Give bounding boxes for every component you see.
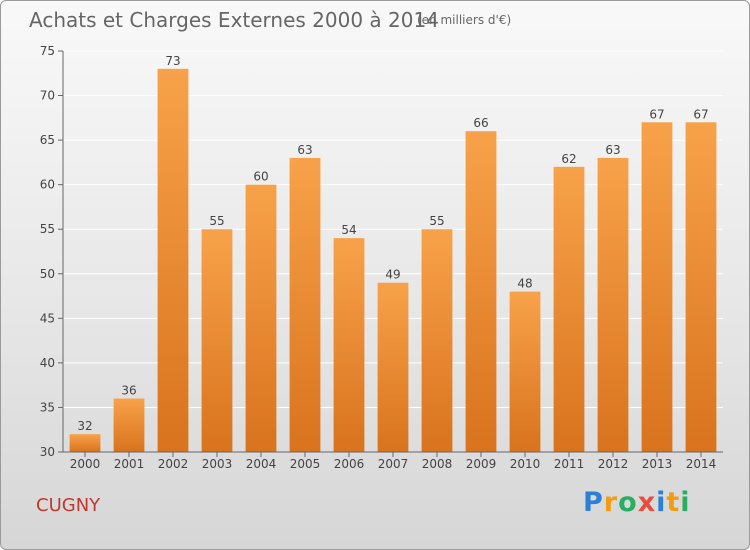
- value-label: 55: [429, 214, 444, 228]
- value-label: 63: [605, 143, 620, 157]
- value-label: 60: [253, 170, 268, 184]
- value-label: 63: [297, 143, 312, 157]
- y-tick-label: 35: [40, 400, 55, 414]
- x-tick-label: 2002: [158, 457, 189, 471]
- bar: [333, 238, 365, 452]
- x-tick-label: 2013: [642, 457, 673, 471]
- value-label: 67: [649, 107, 664, 121]
- logo-letter: x: [637, 487, 657, 518]
- value-label: 55: [209, 214, 224, 228]
- logo-letter: i: [680, 487, 691, 518]
- logo-letter: P: [583, 487, 604, 518]
- bar: [201, 229, 233, 452]
- bar: [597, 157, 629, 452]
- y-tick-label: 70: [40, 89, 55, 103]
- y-tick-label: 65: [40, 133, 55, 147]
- bar: [289, 157, 321, 452]
- value-label: 49: [385, 268, 400, 282]
- value-label: 66: [473, 116, 488, 130]
- bar: [553, 166, 585, 452]
- bar: [377, 282, 409, 452]
- x-tick-label: 2000: [70, 457, 101, 471]
- x-tick-label: 2012: [598, 457, 629, 471]
- bar: [685, 122, 717, 453]
- bar: [465, 131, 497, 452]
- chart-title: Achats et Charges Externes 2000 à 2014: [29, 8, 439, 32]
- logo-letter: i: [656, 487, 667, 518]
- value-label: 67: [693, 107, 708, 121]
- y-tick-label: 60: [40, 178, 55, 192]
- x-tick-label: 2005: [290, 457, 321, 471]
- x-tick-label: 2008: [422, 457, 453, 471]
- y-tick-label: 50: [40, 267, 55, 281]
- y-tick-label: 30: [40, 445, 55, 459]
- x-tick-label: 2004: [246, 457, 277, 471]
- commune-name: CUGNY: [36, 495, 101, 516]
- logo-letter: r: [603, 487, 619, 518]
- x-tick-label: 2009: [466, 457, 497, 471]
- y-tick-label: 75: [40, 44, 55, 58]
- y-tick-label: 55: [40, 222, 55, 236]
- bar: [157, 68, 189, 453]
- chart-subtitle: (en milliers d'€): [417, 13, 512, 27]
- x-tick-label: 2007: [378, 457, 409, 471]
- logo-letter: o: [618, 487, 638, 518]
- value-labels: 32 36 73 55 60 63 54 49 55 66 48 62 63 67 67: [77, 54, 708, 433]
- bar: [245, 184, 277, 452]
- x-tick-label: 2010: [510, 457, 541, 471]
- bars: [69, 68, 717, 453]
- bar: [113, 398, 145, 452]
- x-tick-label: 2011: [554, 457, 585, 471]
- y-tick-label: 40: [40, 356, 55, 370]
- y-tick-label: 45: [40, 311, 55, 325]
- x-tick-label: 2003: [202, 457, 233, 471]
- bar: [69, 434, 101, 452]
- bar: [509, 291, 541, 452]
- x-tick-label: 2006: [334, 457, 365, 471]
- value-label: 54: [341, 223, 356, 237]
- x-tick-label: 2014: [686, 457, 717, 471]
- logo-letter: t: [666, 487, 681, 518]
- value-label: 62: [561, 152, 576, 166]
- axes: 30 35 40 45 50 55 60 65 70 75 2000 2001 2002 2003 2004…: [40, 44, 723, 471]
- bar: [421, 229, 453, 452]
- bar: [641, 122, 673, 453]
- value-label: 36: [121, 384, 136, 398]
- value-label: 73: [165, 54, 180, 68]
- value-label: 48: [517, 277, 532, 291]
- proxiti-logo: Proxiti: [583, 487, 691, 518]
- value-label: 32: [77, 419, 92, 433]
- x-tick-label: 2001: [114, 457, 145, 471]
